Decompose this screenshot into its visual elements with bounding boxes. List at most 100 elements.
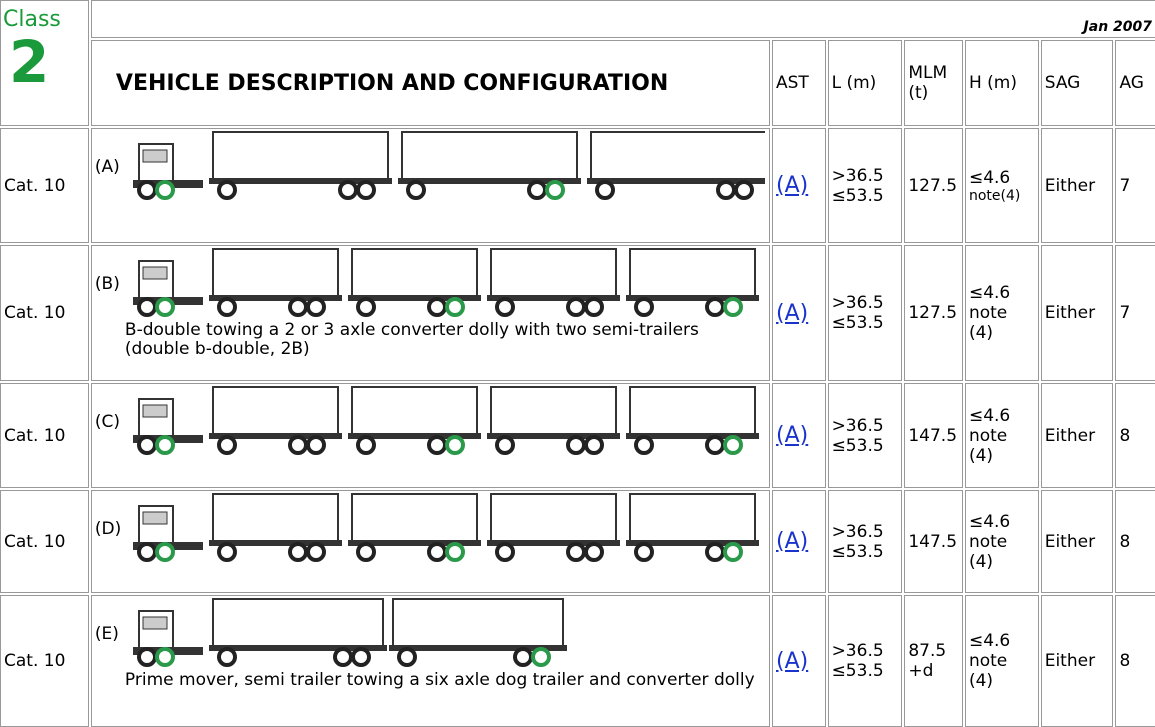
title: VEHICLE DESCRIPTION AND CONFIGURATION (90, 40, 771, 126)
mlm: 87.5 +d (904, 595, 963, 727)
height: ≤4.6 note (4) (964, 383, 1039, 488)
truck-part (350, 248, 478, 298)
truck-part (633, 297, 654, 317)
truck-part (305, 542, 326, 562)
truck-part (494, 297, 515, 317)
sag: Either (1040, 128, 1114, 243)
truck-part (722, 542, 743, 562)
truck-part (216, 542, 237, 562)
date: Jan 2007 (90, 0, 1155, 38)
truck-part (208, 645, 387, 651)
truck-part (400, 131, 578, 181)
table-row: Cat. 10 (E) Prime mover, semi trailer towi… (0, 595, 1155, 727)
truck-part (628, 248, 756, 298)
truck-part (494, 435, 515, 455)
category: Cat. 10 (0, 245, 89, 381)
truck-part (347, 433, 481, 439)
truck-drawing (132, 493, 759, 562)
ast: (A) (772, 595, 826, 727)
height-value: ≤4.6 (968, 167, 1011, 188)
height-value: ≤4.6 (968, 405, 1011, 426)
class-number: 2 (9, 28, 50, 96)
ast: (A) (772, 128, 826, 243)
truck-part (216, 297, 237, 317)
ast-link[interactable]: (A) (776, 529, 809, 554)
truck-part (426, 435, 447, 455)
column-header: AST (772, 40, 826, 126)
truck-part (142, 616, 168, 630)
config-label: (D) (94, 519, 122, 539)
ag: 8 (1115, 595, 1155, 727)
truck-part (565, 435, 586, 455)
length: >36.5 ≤53.5 (827, 383, 903, 488)
ag: 8 (1115, 383, 1155, 488)
truck-part (489, 493, 617, 543)
truck-part (444, 435, 465, 455)
truck-part (136, 542, 157, 562)
mlm: 127.5 (904, 245, 963, 381)
column-header: H (m) (964, 40, 1039, 126)
category: Cat. 10 (0, 128, 89, 243)
truck-part (355, 435, 376, 455)
length-max: ≤53.5 (831, 661, 884, 681)
height-value: ≤4.6 (968, 511, 1011, 532)
column-header: AG (1115, 40, 1155, 126)
configuration: (A) (90, 128, 771, 243)
table-row: Cat. 10 (A) (A) >36.5 ≤53.5 127.5 ≤4.6 note(4) E… (0, 128, 1155, 243)
config-line: (B) (95, 247, 766, 321)
truck-part (154, 542, 175, 562)
truck-drawing (132, 598, 567, 667)
configuration: (C) (90, 383, 771, 488)
height-note: note (4) (968, 303, 1008, 343)
truck-part (489, 386, 617, 436)
length-max: ≤53.5 (831, 185, 884, 206)
truck-part (332, 647, 353, 667)
ast-link[interactable]: (A) (776, 300, 809, 326)
truck-part (704, 297, 725, 317)
truck-part (628, 493, 756, 543)
truck-part (489, 248, 617, 298)
truck-part (628, 386, 756, 436)
sag: Either (1040, 383, 1114, 488)
truck-part (405, 180, 426, 200)
truck-part (216, 647, 237, 667)
truck-part (287, 542, 308, 562)
config-line: (E) (95, 597, 766, 671)
config-line: (A) (95, 130, 766, 204)
sag: Either (1040, 490, 1114, 593)
class-label: Class (3, 7, 61, 32)
truck-part (355, 542, 376, 562)
truck-part (208, 178, 392, 184)
config-label: (A) (94, 157, 120, 177)
length-max: ≤53.5 (831, 435, 884, 456)
truck-part (722, 435, 743, 455)
truck-part (444, 542, 465, 562)
truck-part (154, 647, 175, 667)
height-note: note (4) (968, 531, 1008, 572)
sag: Either (1040, 245, 1114, 381)
ast-link[interactable]: (A) (776, 423, 809, 448)
ast-link[interactable]: (A) (776, 648, 809, 674)
truck-part (426, 542, 447, 562)
truck-part (216, 435, 237, 455)
truck-part (486, 540, 620, 546)
height-note: note (4) (968, 651, 1008, 691)
truck-part (704, 542, 725, 562)
length: >36.5 ≤53.5 (827, 595, 903, 727)
ag: 8 (1115, 490, 1155, 593)
truck-part (388, 645, 567, 651)
truck-part (142, 511, 168, 525)
truck-part (142, 404, 168, 418)
truck-part (583, 297, 604, 317)
truck-part (154, 297, 175, 317)
truck-drawing (132, 248, 759, 317)
truck-part (526, 180, 547, 200)
truck-drawing (132, 386, 759, 455)
truck-drawing (132, 131, 765, 200)
truck-part (583, 435, 604, 455)
truck-part (154, 180, 175, 200)
length-min: >36.5 (831, 415, 884, 436)
ast-link[interactable]: (A) (776, 173, 809, 198)
height: ≤4.6 note(4) (964, 128, 1039, 243)
